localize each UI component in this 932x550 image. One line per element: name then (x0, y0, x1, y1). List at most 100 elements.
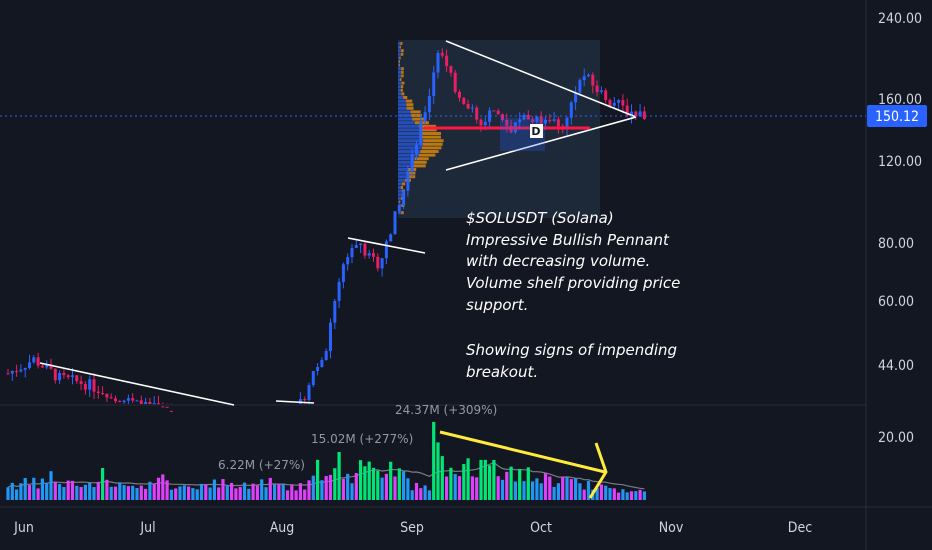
volume-bar (70, 480, 75, 500)
volume-bar (436, 442, 440, 500)
note-line-2: Impressive Bullish Pennant (466, 231, 670, 249)
candle-body (359, 243, 363, 245)
volume-bar (217, 487, 221, 500)
volume-bar (294, 490, 298, 500)
note-line-4: Volume shelf providing price (466, 274, 680, 292)
volume-bar (617, 492, 621, 500)
candle-body (40, 365, 44, 368)
candle-body (316, 367, 320, 371)
volume-bar (311, 475, 315, 500)
candle-body (591, 74, 595, 86)
volume-tick-20: 20.00 (878, 430, 914, 446)
flag-line[interactable] (347, 237, 426, 254)
annotation-note[interactable]: $SOLUSDT (Solana) Impressive Bullish Pen… (466, 209, 680, 381)
volume-bar (367, 461, 371, 500)
candle-body (518, 119, 522, 123)
volume-bar (423, 485, 427, 500)
volume-bar (556, 483, 560, 500)
volume-bar (165, 480, 169, 500)
volume-profile-bar (398, 52, 401, 56)
candle-body (483, 121, 487, 126)
volume-profile-bar (398, 114, 412, 117)
volume-bar (191, 488, 195, 500)
volume-label-3: 24.37M (+309%) (395, 403, 497, 417)
volume-profile-bar (418, 124, 437, 128)
volume-bar (182, 485, 186, 500)
candle-body (531, 119, 535, 122)
volume-bar (199, 483, 204, 500)
volume-profile-bar (398, 67, 402, 71)
volume-bar (535, 478, 539, 500)
candle-body (354, 244, 358, 248)
candle-body (612, 102, 616, 106)
last-price-label: 150.12 (875, 109, 919, 125)
candle-body (376, 256, 380, 269)
pattern-marker: D (531, 125, 540, 138)
candle-body (445, 55, 449, 67)
volume-profile-bar (398, 168, 409, 171)
pennant-upper-line[interactable] (445, 40, 637, 118)
volume-profile-bar (398, 135, 422, 139)
aug-support-line[interactable] (275, 400, 315, 404)
pennant-lower-line[interactable] (445, 116, 637, 171)
volume-bar (298, 483, 302, 500)
volume-bar (152, 484, 156, 500)
volume-bar (148, 481, 152, 500)
candle-body (49, 364, 53, 369)
volume-profile-bar (403, 96, 408, 99)
candle-body (634, 111, 638, 117)
price-axis[interactable]: 240.00 160.00 120.00 80.00 60.00 44.00 2… (867, 11, 927, 446)
volume-profile-bar (406, 103, 414, 107)
volume-profile-bar (398, 117, 413, 121)
volume-bar (264, 487, 268, 500)
pattern-marker-box[interactable] (530, 124, 543, 138)
candle-body (161, 406, 165, 408)
candle-body (423, 112, 427, 122)
volume-bar (92, 487, 96, 500)
volume-bar (273, 484, 277, 500)
volume-bar (178, 486, 182, 500)
volume-profile-bar (413, 164, 426, 168)
candle-body (621, 100, 625, 106)
volume-bar (131, 485, 135, 500)
volume-bar (475, 477, 479, 500)
volume-bar (40, 478, 44, 500)
volume-bar (316, 459, 320, 500)
volume-bar (15, 489, 19, 500)
volume-bar (105, 479, 109, 500)
volume-bar (561, 476, 565, 500)
volume-bar (53, 481, 57, 500)
candle-body (440, 52, 444, 56)
candle-body (501, 114, 504, 120)
volume-bar (96, 481, 100, 500)
volume-bar (277, 483, 281, 500)
trend-lines (39, 40, 637, 406)
candle-body (625, 105, 629, 116)
price-tick-60: 60.00 (878, 294, 914, 310)
volume-bar (432, 421, 436, 500)
volume-bar (101, 468, 105, 500)
volume-profile-bar (401, 49, 404, 53)
volume-profile-bar (412, 117, 424, 121)
volume-bar (419, 488, 423, 500)
time-axis[interactable]: Jun Jul Aug Sep Oct Nov Dec (13, 520, 812, 536)
early-downtrend-line[interactable] (39, 362, 235, 406)
volume-bar (66, 480, 70, 500)
candle-body (329, 322, 332, 352)
volume-bar (19, 483, 23, 500)
candle-body (410, 154, 414, 172)
volume-profile-bar (398, 128, 420, 132)
volume-profile-bar (398, 200, 400, 204)
volume-bar (36, 488, 40, 500)
volume-profile-bar (398, 45, 400, 49)
volume-profile-bar (398, 142, 423, 146)
volume-bar (466, 458, 470, 500)
candle-body (384, 241, 388, 259)
volume-profile-bar (398, 42, 401, 45)
candle-body (479, 119, 483, 126)
candle-body (6, 373, 10, 375)
time-tick-dec: Dec (788, 520, 812, 536)
candle-body (114, 398, 117, 402)
volume-bar (371, 467, 376, 500)
